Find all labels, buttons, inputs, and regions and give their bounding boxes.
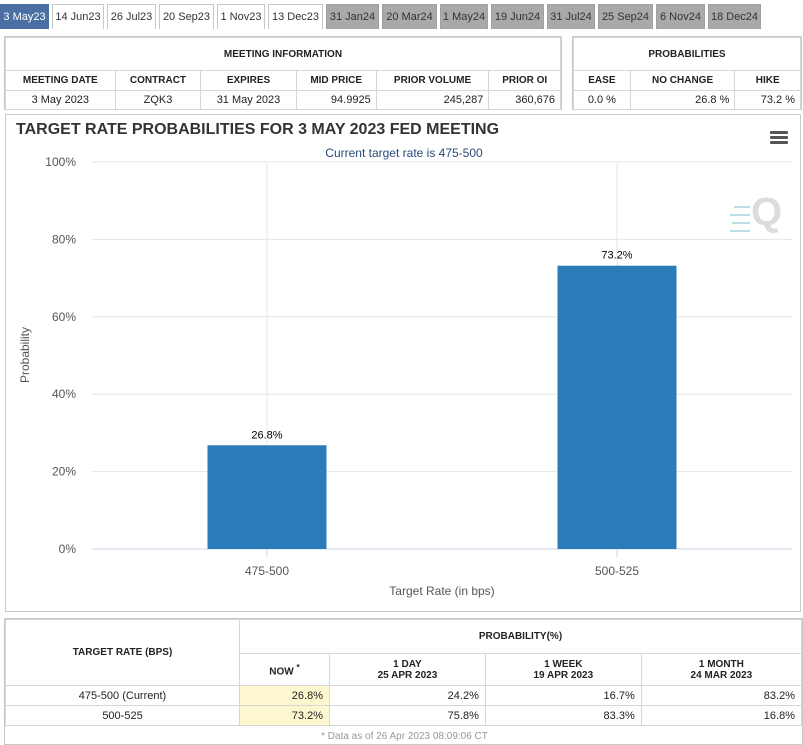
tab-meeting[interactable]: 6 Nov24	[656, 4, 705, 29]
header-1-day: 1 DAY 25 APR 2023	[329, 653, 486, 686]
header-prior-oi: PRIOR OI	[488, 70, 561, 91]
probability-history-panel: TARGET RATE (BPS) PROBABILITY(%) NOW * 1…	[4, 618, 803, 745]
header-now: NOW *	[239, 653, 330, 686]
table-row: 475-500 (Current) 26.8% 24.2% 16.7% 83.2…	[5, 685, 803, 706]
y-tick-label: 20%	[52, 465, 76, 479]
ease-value: 0.0 %	[573, 90, 631, 110]
data-timestamp-footnote: * Data as of 26 Apr 2023 08:09:06 CT	[321, 731, 488, 742]
tab-meeting[interactable]: 3 May23	[0, 4, 49, 29]
header-1-month: 1 MONTH 24 MAR 2023	[640, 653, 803, 686]
y-tick-label: 100%	[45, 155, 76, 169]
tab-meeting[interactable]: 1 May24	[440, 4, 488, 29]
expires-value: 31 May 2023	[200, 90, 297, 110]
1-month-value: 16.8%	[640, 705, 803, 726]
probabilities-title: PROBABILITIES	[573, 37, 801, 71]
header-meeting-date: MEETING DATE	[5, 70, 116, 91]
header-contract: CONTRACT	[114, 70, 202, 91]
probabilities-panel: PROBABILITIES EASE NO CHANGE HIKE 0.0 % …	[572, 36, 802, 110]
bar[interactable]	[207, 445, 327, 549]
header-no-change: NO CHANGE	[629, 70, 736, 91]
chart-subtitle: Current target rate is 475-500	[325, 146, 483, 160]
now-value: 26.8%	[239, 685, 330, 706]
tab-meeting[interactable]: 26 Jul23	[107, 4, 156, 29]
tab-meeting[interactable]: 19 Jun24	[491, 4, 544, 29]
x-axis-label: Target Rate (in bps)	[389, 584, 494, 598]
1-week-value: 16.7%	[484, 685, 642, 706]
tab-meeting[interactable]: 20 Sep23	[159, 4, 214, 29]
mid-price-value: 94.9925	[295, 90, 377, 110]
1-day-value: 24.2%	[329, 685, 486, 706]
bar-data-label: 26.8%	[251, 429, 282, 441]
header-ease: EASE	[573, 70, 631, 91]
header-target-rate: TARGET RATE (BPS)	[5, 619, 240, 686]
meeting-tabs: 3 May23 14 Jun23 26 Jul23 20 Sep23 1 Nov…	[0, 4, 803, 29]
1-month-value: 83.2%	[640, 685, 803, 706]
tab-meeting[interactable]: 13 Dec23	[268, 4, 323, 29]
prior-oi-value: 360,676	[488, 90, 561, 110]
y-tick-label: 80%	[52, 232, 76, 246]
cme-q-logo-icon: Q	[730, 190, 782, 234]
hamburger-menu-icon[interactable]	[770, 131, 788, 145]
tab-meeting[interactable]: 14 Jun23	[52, 4, 104, 29]
meeting-info-title: MEETING INFORMATION	[5, 37, 561, 71]
hike-value: 73.2 %	[734, 90, 801, 110]
header-1-week: 1 WEEK 19 APR 2023	[484, 653, 642, 686]
header-probability: PROBABILITY(%)	[239, 619, 802, 654]
contract-value: ZQK3	[114, 90, 202, 110]
meeting-info-panel: MEETING INFORMATION MEETING DATE CONTRAC…	[4, 36, 562, 110]
x-tick-label: 500-525	[595, 564, 639, 578]
table-row: 500-525 73.2% 75.8% 83.3% 16.8%	[5, 705, 803, 726]
y-tick-label: 60%	[52, 310, 76, 324]
tab-meeting[interactable]: 20 Mar24	[382, 4, 437, 29]
now-value: 73.2%	[239, 705, 330, 726]
tab-meeting[interactable]: 31 Jan24	[326, 4, 379, 29]
1-week-value: 83.3%	[484, 705, 642, 726]
tab-meeting[interactable]: 18 Dec24	[708, 4, 761, 29]
tab-meeting[interactable]: 31 Jul24	[547, 4, 595, 29]
y-tick-label: 40%	[52, 387, 76, 401]
no-change-value: 26.8 %	[629, 90, 736, 110]
bar[interactable]	[557, 265, 677, 549]
chart-title: TARGET RATE PROBABILITIES FOR 3 MAY 2023…	[16, 121, 500, 138]
header-expires: EXPIRES	[200, 70, 297, 91]
rate-cell: 475-500 (Current)	[5, 685, 240, 706]
y-axis-label: Probability	[18, 327, 32, 383]
header-mid-price: MID PRICE	[295, 70, 377, 91]
bar-chart: Q 0% 20% 40% 60% 80% 100% 26.8% 475-500 73.2% 500…	[18, 155, 792, 598]
header-hike: HIKE	[734, 70, 801, 91]
tab-meeting[interactable]: 25 Sep24	[598, 4, 653, 29]
bar-data-label: 73.2%	[601, 250, 632, 262]
y-tick-label: 0%	[59, 542, 77, 556]
svg-text:Q: Q	[751, 190, 782, 234]
header-prior-volume: PRIOR VOLUME	[375, 70, 490, 91]
rate-cell: 500-525	[5, 705, 240, 726]
meeting-date-value: 3 May 2023	[5, 90, 116, 110]
chart-panel: TARGET RATE PROBABILITIES FOR 3 MAY 2023…	[5, 114, 801, 612]
x-tick-label: 475-500	[245, 564, 289, 578]
tab-meeting[interactable]: 1 Nov23	[217, 4, 265, 29]
1-day-value: 75.8%	[329, 705, 486, 726]
prior-volume-value: 245,287	[375, 90, 490, 110]
